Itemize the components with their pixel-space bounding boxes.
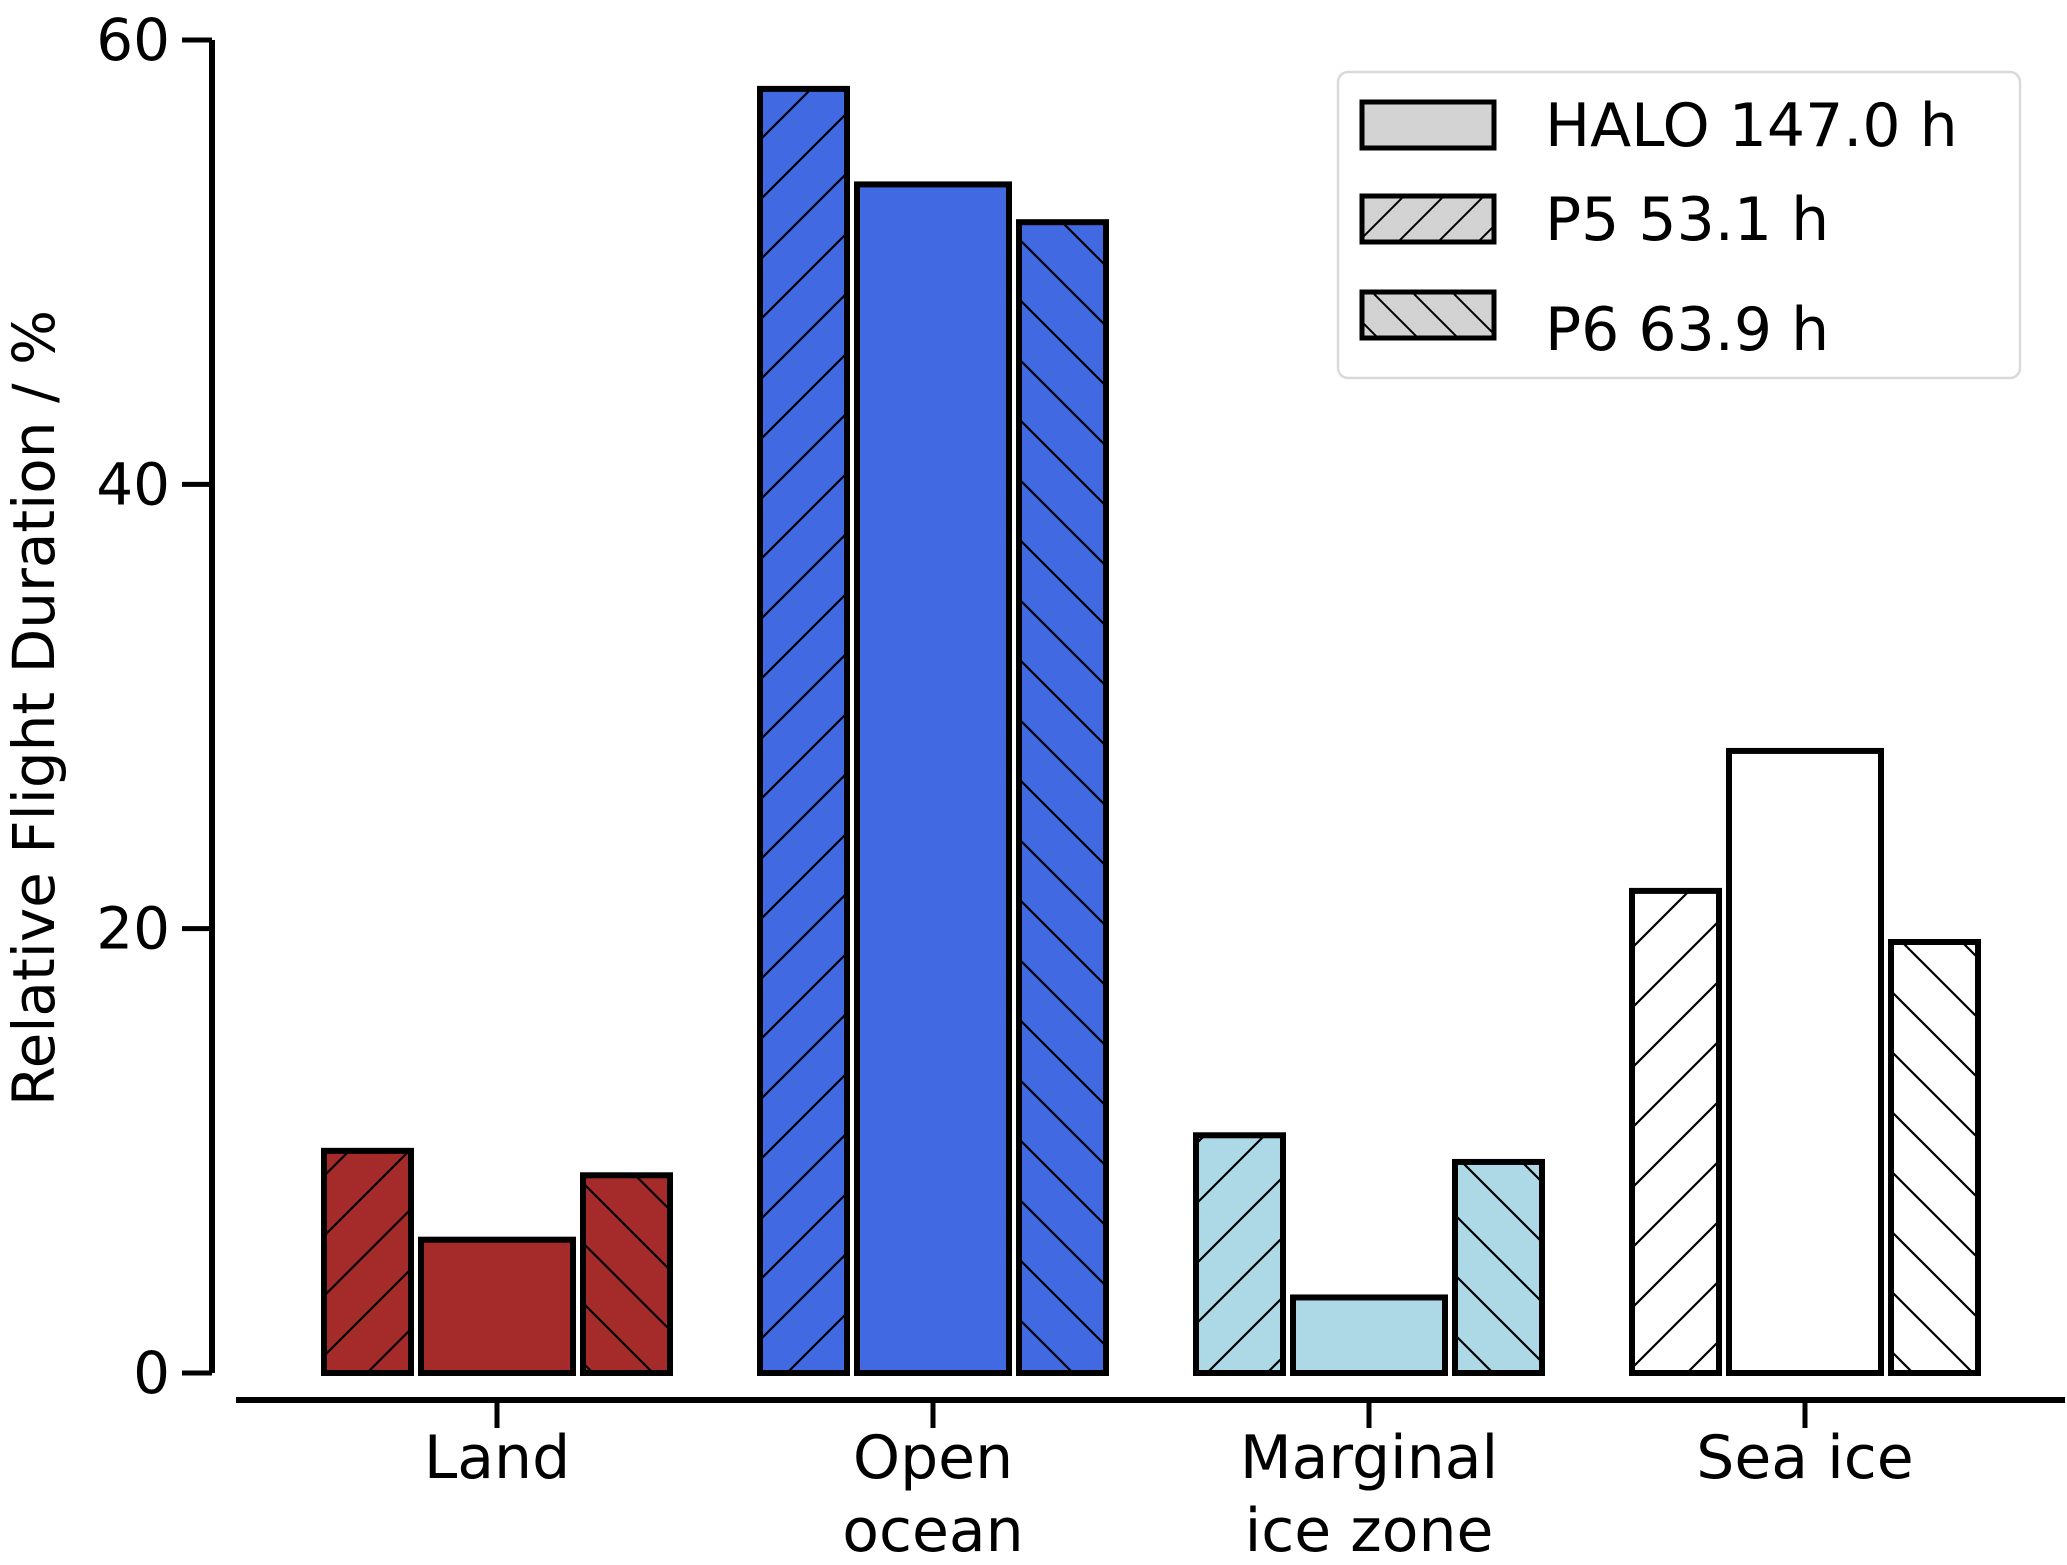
bar-outline [1888,938,1981,1376]
bar-outline [1452,1158,1545,1376]
bar-outline [321,1147,414,1377]
legend-label-p5: P5 53.1 h [1545,185,1829,255]
bar-p6-open-ocean [1016,219,1109,1377]
legend-swatch-halo [1359,99,1497,151]
legend-frame [1336,70,2022,380]
legend-swatch-p6 [1359,289,1497,341]
x-tick-label: Sea ice [1696,1423,1913,1493]
bar-p5-sea-ice [1629,887,1722,1376]
legend-label-p6: P6 63.9 h [1545,295,1829,365]
x-tick-label: ice zone [1245,1496,1494,1565]
bar-fill [1293,1297,1445,1373]
bar-outline [1629,887,1722,1376]
y-axis: 0 20 40 60 [96,6,215,1407]
x-tick-label: Open [853,1423,1013,1493]
legend-swatch-p5 [1359,193,1497,245]
bar-outline [580,1172,673,1376]
bar-outline [1726,747,1884,1376]
x-tick-label: Land [424,1423,570,1493]
x-tick-label: Marginal [1240,1423,1498,1493]
y-tick-label: 40 [96,450,170,518]
bar-outline [1016,219,1109,1377]
y-axis-title: Relative Flight Duration / % [0,310,68,1106]
bar-halo-land [418,1236,576,1376]
legend-label-halo: HALO 147.0 h [1545,91,1958,161]
bar-fill [1729,750,1881,1373]
bar-halo-sea-ice [1726,747,1884,1376]
bar-p6-sea-ice [1888,938,1981,1376]
bar-outline [418,1236,576,1376]
bar-fill [857,184,1009,1374]
bar-halo-marginal-ice-zone [1290,1294,1448,1377]
x-tick-label: ocean [842,1496,1023,1565]
y-tick-label: 20 [96,895,170,963]
bar-p5-open-ocean [757,85,850,1376]
legend: HALO 147.0 h P5 53.1 h P6 63.9 h [1336,70,2022,380]
bar-outline [1193,1132,1286,1376]
bar-outline [757,85,850,1376]
bar-p5-land [321,1147,414,1377]
bar-p5-marginal-ice-zone [1193,1132,1286,1376]
bar-halo-open-ocean [854,181,1012,1377]
bars-group [321,85,1981,1377]
y-tick-label: 60 [96,6,170,74]
bar-outline [1290,1294,1448,1377]
bar-fill [421,1239,573,1373]
bar-p6-marginal-ice-zone [1452,1158,1545,1376]
bar-p6-land [580,1172,673,1376]
bar-outline [854,181,1012,1377]
y-tick-label: 0 [133,1339,170,1407]
